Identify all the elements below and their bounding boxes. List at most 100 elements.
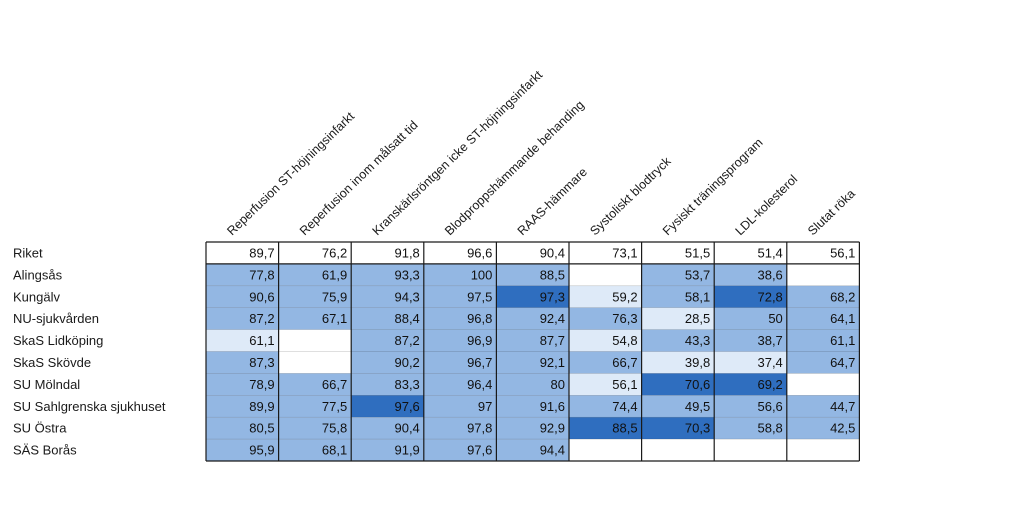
row-label: SU Sahlgrenska sjukhuset: [13, 399, 166, 414]
cell-value: 72,8: [757, 289, 782, 304]
heatmap-cell: [278, 329, 352, 352]
cell-value: 97,6: [394, 399, 419, 414]
cell-value: 93,3: [394, 267, 419, 282]
cell-value: 61,9: [322, 267, 347, 282]
cell-value: 77,5: [322, 399, 347, 414]
cell-value: 97: [478, 399, 492, 414]
cell-value: 75,8: [322, 421, 347, 436]
cell-value: 95,9: [249, 443, 274, 458]
heatmap-cell: [423, 307, 497, 330]
heatmap-cell: [496, 285, 569, 308]
column-header: Reperfusion ST-höjningsinfarkt: [224, 109, 357, 238]
heatmap-cell: [496, 395, 569, 418]
heatmap-cell: [351, 373, 424, 396]
heatmap-cell: [714, 439, 787, 461]
cell-value: 70,6: [685, 377, 710, 392]
cell-value: 77,8: [249, 267, 274, 282]
cell-value: 97,3: [540, 289, 565, 304]
heatmap-cell: [206, 263, 279, 286]
cell-value: 42,5: [830, 421, 855, 436]
heatmap-cell: [786, 242, 860, 264]
cell-value: 75,9: [322, 289, 347, 304]
row-label: SÄS Borås: [13, 443, 77, 458]
heatmap-cell: [278, 285, 352, 308]
heatmap-cell: [206, 439, 279, 461]
cell-value: 80: [551, 377, 565, 392]
heatmap-cell: [351, 439, 424, 461]
heatmap-cell: [714, 307, 787, 330]
heatmap-cell: [786, 417, 860, 440]
heatmap-cell: [786, 439, 860, 461]
row-label: Kungälv: [13, 289, 60, 304]
heatmap-cell: [786, 351, 860, 374]
heatmap-cell: [569, 373, 642, 396]
heatmap-cell: [206, 373, 279, 396]
heatmap-cell: [714, 395, 787, 418]
row-label: SkaS Lidköping: [13, 333, 103, 348]
cell-value: 56,6: [757, 399, 782, 414]
heatmap-cell: [786, 395, 860, 418]
cell-value: 64,7: [830, 355, 855, 370]
column-header: RAAS-hämmare: [515, 165, 590, 238]
cell-value: 87,2: [394, 333, 419, 348]
cell-value: 61,1: [249, 333, 274, 348]
cell-value: 89,9: [249, 399, 274, 414]
heatmap-cell: [206, 417, 279, 440]
heatmap-cell: [496, 307, 569, 330]
cell-value: 96,9: [467, 333, 492, 348]
row-label: SU Östra: [13, 421, 67, 436]
cell-value: 96,8: [467, 311, 492, 326]
heatmap-cell: [423, 351, 497, 374]
heatmap-cell: [351, 351, 424, 374]
cell-value: 28,5: [685, 311, 710, 326]
heatmap-cells: 89,7 76,2 91,8 96,6 90,4 73,1 51,5 51,4 56,1 77,8…: [206, 242, 860, 461]
heatmap-cell: [496, 351, 569, 374]
heatmap-cell: [714, 351, 787, 374]
heatmap-cell: [569, 263, 642, 286]
cell-value: 97,5: [467, 289, 492, 304]
cell-value: 91,6: [540, 399, 565, 414]
cell-value: 50: [768, 311, 782, 326]
heatmap-cell: [641, 285, 715, 308]
heatmap-cell: [278, 242, 352, 264]
heatmap-cell: [351, 329, 424, 352]
heatmap-cell: [714, 285, 787, 308]
heatmap-cell: [786, 373, 860, 396]
cell-value: 51,5: [685, 245, 710, 260]
heatmap-cell: [714, 242, 787, 264]
heatmap-cell: [786, 263, 860, 286]
heatmap-cell: [278, 351, 352, 374]
cell-value: 97,8: [467, 421, 492, 436]
heatmap-cell: [423, 263, 497, 286]
row-label: Alingsås: [13, 267, 63, 282]
heatmap-cell: [278, 395, 352, 418]
cell-value: 92,1: [540, 355, 565, 370]
cell-value: 59,2: [612, 289, 637, 304]
heatmap-cell: [641, 242, 715, 264]
heatmap-cell: [423, 285, 497, 308]
heatmap-cell: [641, 439, 715, 461]
cell-value: 89,7: [249, 245, 274, 260]
heatmap-cell: [351, 395, 424, 418]
heatmap-cell: [351, 307, 424, 330]
cell-value: 74,4: [612, 399, 637, 414]
heatmap-cell: [569, 242, 642, 264]
heatmap-cell: [423, 395, 497, 418]
heatmap-cell: [423, 373, 497, 396]
heatmap-cell: [206, 242, 279, 264]
heatmap-cell: [786, 285, 860, 308]
cell-value: 56,1: [612, 377, 637, 392]
heatmap-cell: [641, 373, 715, 396]
cell-value: 100: [471, 267, 493, 282]
cell-value: 38,7: [757, 333, 782, 348]
heatmap-cell: [206, 395, 279, 418]
cell-value: 96,4: [467, 377, 492, 392]
heatmap-cell: [569, 285, 642, 308]
cell-value: 38,6: [757, 267, 782, 282]
cell-value: 66,7: [612, 355, 637, 370]
heatmap-cell: [278, 307, 352, 330]
heatmap-cell: [641, 351, 715, 374]
heatmap-cell: [569, 329, 642, 352]
cell-value: 87,3: [249, 355, 274, 370]
